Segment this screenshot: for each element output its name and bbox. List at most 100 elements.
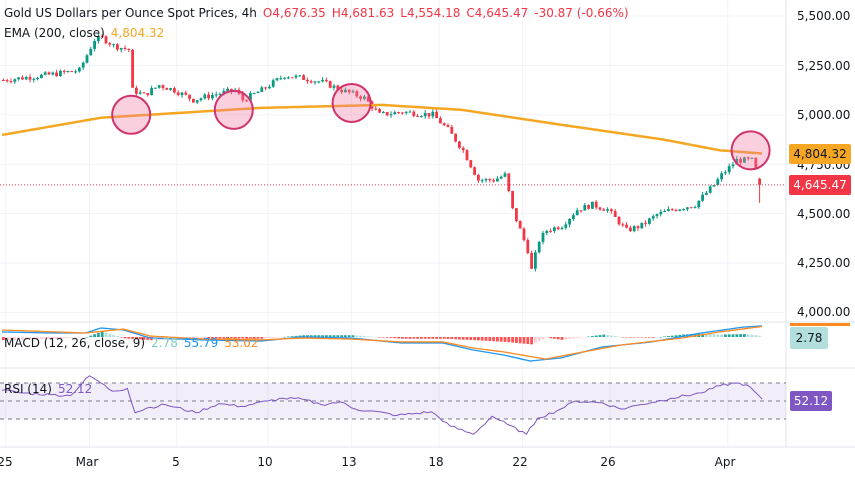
candle	[644, 222, 647, 224]
candle	[667, 209, 670, 212]
candle	[416, 115, 419, 117]
candle	[750, 157, 754, 159]
ema-price-badge: 4,804.32	[789, 144, 851, 164]
macd-histogram-bar	[309, 335, 313, 337]
candle	[393, 112, 397, 115]
macd-histogram-bar	[545, 337, 549, 338]
macd-histogram-bar	[256, 337, 260, 339]
macd-histogram-bar	[2, 337, 5, 341]
macd-histogram-bar	[515, 337, 518, 343]
macd-histogram-bar	[287, 336, 290, 338]
macd-histogram-bar	[670, 335, 674, 337]
candle	[420, 116, 423, 118]
macd-histogram-bar	[743, 334, 746, 337]
candle	[154, 87, 157, 89]
macd-histogram-bar	[108, 333, 112, 337]
macd-histogram-bar	[560, 337, 564, 340]
macd-histogram-bar	[230, 337, 233, 339]
candle	[583, 204, 587, 211]
candle	[264, 87, 267, 89]
candle	[537, 241, 541, 253]
price-tick: 5,250.00	[797, 59, 851, 73]
candle	[294, 75, 298, 78]
macd-histogram-bar	[659, 336, 663, 338]
rsi-legend[interactable]: RSI (14) 52.12	[4, 382, 98, 396]
macd-badge: 2.78	[790, 327, 828, 349]
macd-histogram-bar	[218, 337, 222, 339]
highlight-circle	[213, 89, 254, 130]
candle	[435, 111, 438, 119]
candle	[184, 92, 188, 95]
candle	[138, 92, 142, 94]
macd-signal-line	[1, 325, 763, 360]
macd-histogram-bar	[526, 337, 530, 344]
candle	[492, 180, 495, 182]
macd-histogram-bar	[553, 337, 556, 339]
macd-histogram-bar	[522, 337, 526, 344]
macd-histogram-bar	[511, 337, 514, 343]
candle	[2, 80, 5, 82]
macd-histogram-bar	[598, 335, 602, 337]
macd-histogram-bar	[674, 335, 678, 337]
candle	[708, 186, 712, 193]
candle	[332, 85, 336, 88]
candle	[298, 75, 302, 77]
macd-histogram-bar	[203, 337, 207, 339]
candle	[534, 252, 537, 269]
candle	[325, 79, 328, 82]
macd-histogram-bar	[636, 337, 640, 338]
ohlc-high: H4,681.63	[331, 6, 395, 20]
macd-histogram-bar	[667, 336, 670, 337]
candle	[553, 227, 556, 232]
candle	[70, 71, 74, 73]
macd-histogram-bar	[66, 337, 70, 339]
macd-histogram-bar	[606, 335, 609, 337]
macd-legend[interactable]: MACD (12, 26, close, 9) 2.78 55.79 53.02	[4, 336, 265, 350]
candle	[271, 80, 275, 87]
candle	[157, 85, 161, 88]
candle	[89, 48, 93, 56]
candle	[617, 216, 621, 225]
candle	[108, 43, 112, 45]
candle	[530, 253, 533, 269]
macd-histogram-bar	[62, 337, 66, 339]
candle	[724, 172, 727, 174]
macd-histogram-bar	[21, 337, 24, 340]
candle	[9, 81, 13, 83]
candle	[97, 35, 100, 42]
macd-histogram-bar	[439, 337, 442, 339]
price-tick: 5,500.00	[797, 9, 851, 23]
macd-hist-value: 2.78	[151, 336, 178, 350]
candle	[446, 125, 450, 127]
candle	[161, 85, 165, 88]
candle	[328, 81, 332, 88]
candle	[716, 179, 720, 186]
candle	[222, 90, 226, 94]
rsi-badge: 52.12	[790, 391, 832, 411]
candle	[81, 62, 85, 68]
candle	[636, 226, 640, 229]
candle	[385, 112, 389, 116]
candle	[655, 214, 659, 217]
macd-histogram-bar	[408, 337, 412, 339]
candle	[431, 111, 435, 117]
macd-histogram-bar	[499, 337, 503, 342]
macd-histogram-bar	[461, 337, 465, 340]
candle	[705, 192, 708, 195]
last-price-badge: 4,645.47	[789, 175, 851, 195]
candle	[203, 94, 207, 99]
macd-histogram-bar	[720, 334, 723, 337]
candle	[165, 87, 169, 90]
candle	[735, 159, 739, 165]
macd-histogram-bar	[366, 336, 370, 337]
macd-histogram-bar	[5, 337, 9, 341]
macd-label: MACD (12, 26, close, 9)	[4, 336, 146, 350]
candle	[727, 166, 731, 173]
ema-legend[interactable]: EMA (200, close) 4,804.32	[4, 26, 170, 40]
candle	[511, 191, 514, 209]
candle	[663, 211, 666, 213]
macd-histogram-bar	[385, 337, 389, 338]
candle	[260, 87, 264, 92]
candle	[169, 88, 172, 90]
